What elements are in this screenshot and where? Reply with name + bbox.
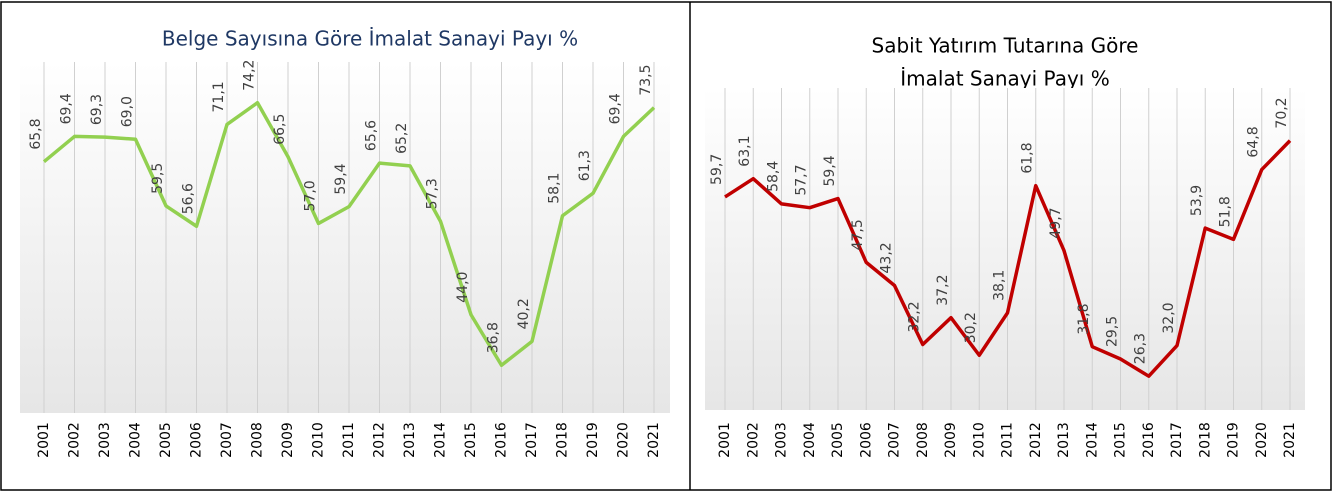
data-label: 57,0 (303, 180, 319, 211)
data-label: 36,8 (486, 322, 502, 353)
x-tick-label: 2017 (1169, 422, 1185, 458)
x-tick-label: 2009 (280, 422, 296, 458)
data-label: 69,4 (608, 93, 624, 124)
x-tick-label: 2011 (341, 422, 357, 458)
data-label: 58,1 (547, 173, 563, 204)
x-tick-label: 2020 (1254, 422, 1270, 458)
x-tick-label: 2010 (311, 422, 327, 458)
x-tick-label: 2016 (1141, 422, 1157, 458)
x-tick-label: 2016 (494, 422, 510, 458)
data-label: 53,9 (1189, 185, 1205, 216)
data-label: 65,2 (394, 123, 410, 154)
chart-title: Sabit Yatırım Tutarına Göre (872, 34, 1139, 58)
data-label: 69,3 (89, 94, 105, 125)
data-label: 31,8 (1076, 304, 1092, 335)
x-tick-label: 2005 (158, 422, 174, 458)
x-tick-label: 2008 (250, 422, 266, 458)
data-label: 58,4 (766, 161, 782, 192)
x-tick-label: 2003 (774, 422, 790, 458)
data-label: 74,2 (242, 60, 258, 91)
x-tick-label: 2013 (402, 422, 418, 458)
data-label: 32,2 (907, 301, 923, 332)
data-label: 51,8 (1218, 196, 1234, 227)
data-label: 59,4 (822, 155, 838, 186)
data-label: 73,5 (638, 64, 654, 95)
x-tick-label: 2021 (1282, 422, 1298, 458)
data-label: 59,7 (709, 154, 725, 185)
x-tick-label: 2004 (802, 422, 818, 458)
series-line (42, 100, 656, 368)
data-label: 37,2 (935, 275, 951, 306)
data-label: 30,2 (963, 312, 979, 343)
data-label: 63,1 (737, 136, 753, 167)
x-tick-label: 2006 (858, 422, 874, 458)
x-tick-label: 2019 (1226, 422, 1242, 458)
data-label: 66,5 (272, 114, 288, 145)
data-label: 59,5 (150, 163, 166, 194)
x-tick-label: 2021 (646, 422, 662, 458)
x-tick-label: 2018 (555, 422, 571, 458)
x-tick-label: 2002 (745, 422, 761, 458)
x-tick-label: 2012 (1028, 422, 1044, 458)
data-label: 29,5 (1105, 316, 1121, 347)
x-tick-label: 2003 (97, 422, 113, 458)
data-label: 70,2 (1274, 97, 1290, 128)
chart-title: İmalat Sanayi Payı % (900, 67, 1109, 91)
x-tick-label: 2007 (219, 422, 235, 458)
data-label: 40,2 (516, 298, 532, 329)
x-tick-label: 2008 (915, 422, 931, 458)
data-label: 65,6 (364, 120, 380, 151)
x-tick-label: 2004 (128, 422, 144, 458)
data-label: 61,3 (577, 150, 593, 181)
x-tick-label: 2002 (67, 422, 83, 458)
plot-background (705, 88, 1305, 410)
x-tick-label: 2020 (616, 422, 632, 458)
chart-title: Belge Sayısına Göre İmalat Sanayi Payı % (162, 27, 578, 51)
data-label: 47,5 (850, 219, 866, 250)
series-line (724, 139, 1292, 378)
x-tick-label: 2007 (887, 422, 903, 458)
data-label: 32,0 (1161, 302, 1177, 333)
x-tick-label: 2014 (433, 422, 449, 458)
x-tick-label: 2006 (189, 422, 205, 458)
x-tick-label: 2015 (463, 422, 479, 458)
data-label: 49,7 (1048, 207, 1064, 238)
x-tick-label: 2013 (1056, 422, 1072, 458)
plot-background (20, 62, 670, 413)
x-tick-label: 2010 (971, 422, 987, 458)
x-tick-label: 2018 (1197, 422, 1213, 458)
data-label: 71,1 (211, 81, 227, 112)
x-tick-label: 2017 (524, 422, 540, 458)
data-label: 61,8 (1020, 143, 1036, 174)
x-tick-label: 2019 (585, 422, 601, 458)
x-tick-label: 2009 (943, 422, 959, 458)
x-tick-label: 2012 (372, 422, 388, 458)
data-label: 43,2 (879, 242, 895, 273)
data-label: 57,3 (425, 178, 441, 209)
x-tick-label: 2005 (830, 422, 846, 458)
x-tick-label: 2001 (36, 422, 52, 458)
data-label: 64,8 (1246, 126, 1262, 157)
data-label: 69,0 (120, 96, 136, 127)
x-tick-label: 2011 (1000, 422, 1016, 458)
data-label: 65,8 (28, 119, 44, 150)
x-tick-label: 2015 (1113, 422, 1129, 458)
data-label: 57,7 (794, 165, 810, 196)
data-label: 69,4 (59, 93, 75, 124)
x-tick-label: 2014 (1084, 422, 1100, 458)
data-label: 56,6 (181, 183, 197, 214)
data-label: 59,4 (333, 163, 349, 194)
data-label: 26,3 (1133, 333, 1149, 364)
x-tick-label: 2001 (717, 422, 733, 458)
data-label: 44,0 (455, 272, 471, 303)
data-label: 38,1 (992, 270, 1008, 301)
